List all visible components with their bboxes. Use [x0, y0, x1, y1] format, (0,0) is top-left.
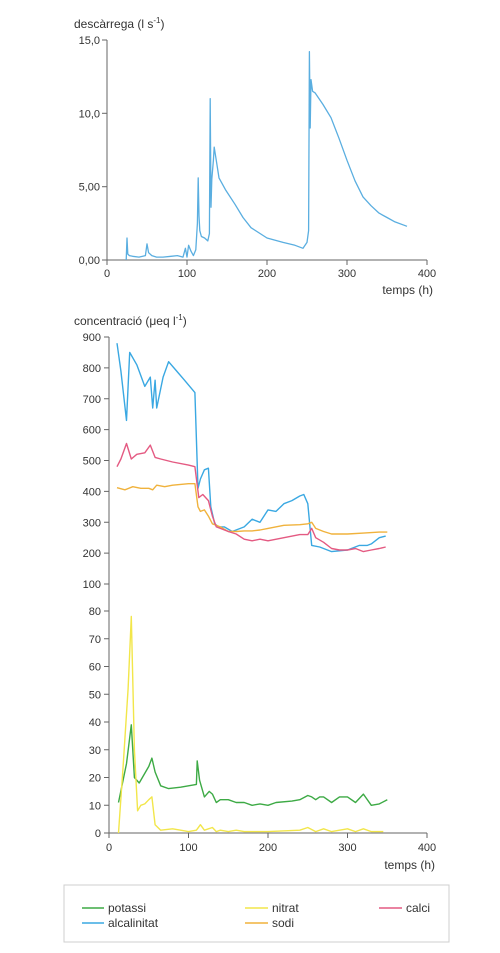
concentration-ytick: 200	[83, 548, 109, 560]
legend-label: nitrat	[272, 901, 299, 915]
concentration-xlabel: temps (h)	[384, 858, 435, 872]
concentration-ytick: 80	[89, 606, 109, 618]
concentration-ytick: 800	[83, 363, 109, 375]
concentration-ytick-label: 70	[89, 634, 101, 646]
legend-item-alcalinitat: alcalinitat	[82, 916, 159, 930]
discharge-ylabel-sup: -1	[153, 16, 161, 25]
concentration-ytick: 400	[83, 486, 109, 498]
discharge-ytick-label: 5,00	[79, 182, 100, 194]
concentration-ytick-label: 200	[83, 548, 101, 560]
concentration-ytick: 500	[83, 456, 109, 468]
concentration-ytick: 40	[89, 717, 109, 729]
discharge-ytick-label: 10,0	[79, 108, 100, 120]
discharge-ytick: 15,0	[79, 35, 107, 47]
concentration-ytick: 20	[89, 773, 109, 785]
concentration-ylabel-sup: -1	[176, 313, 184, 322]
concentration-xtick-label: 300	[338, 842, 356, 854]
discharge-xtick: 400	[418, 260, 436, 280]
discharge-xtick: 100	[178, 260, 196, 280]
concentration-chart: concentració (μeq l-1) 0 10 20 30 40 50 60 70 80…	[74, 313, 436, 872]
concentration-ytick: 100	[83, 579, 109, 591]
concentration-ytick: 50	[89, 689, 109, 701]
legend-box	[63, 884, 450, 943]
discharge-xtick: 200	[258, 260, 276, 280]
concentration-xtick: 300	[338, 833, 357, 854]
concentration-xtick: 0	[106, 833, 112, 854]
concentration-xtick-label: 400	[418, 842, 436, 854]
discharge-ylabel-end: )	[161, 17, 165, 31]
concentration-ytick-label: 600	[83, 425, 101, 437]
concentration-xtick-label: 100	[179, 842, 197, 854]
concentration-ytick-label: 10	[89, 800, 101, 812]
concentration-ytick: 600	[83, 425, 109, 437]
concentration-xtick: 200	[259, 833, 277, 854]
concentration-ytick: 10	[89, 800, 109, 812]
concentration-ytick-label: 900	[83, 332, 101, 344]
concentration-ytick-label: 100	[83, 579, 101, 591]
concentration-ytick: 60	[89, 662, 109, 674]
concentration-ytick-label: 30	[89, 745, 101, 757]
discharge-xtick-label: 200	[258, 268, 276, 280]
discharge-xtick-label: 300	[338, 268, 356, 280]
legend-item-sodi: sodi	[245, 916, 294, 930]
concentration-ytick-label: 500	[83, 456, 101, 468]
concentration-y-ticks: 0 10 20 30 40 50 60 70 80 100 200 300 400 500 600 700 80…	[83, 332, 109, 840]
legend-label: alcalinitat	[108, 916, 159, 930]
series-line-calci	[116, 442, 386, 553]
concentration-ytick-label: 60	[89, 662, 101, 674]
concentration-ytick-label: 80	[89, 606, 101, 618]
concentration-ytick: 300	[83, 517, 109, 529]
concentration-ytick: 30	[89, 745, 109, 757]
legend-item-nitrat: nitrat	[245, 901, 299, 915]
discharge-xtick: 0	[104, 260, 110, 280]
discharge-xlabel: temps (h)	[382, 283, 433, 297]
concentration-ytick: 0	[95, 828, 109, 840]
discharge-xtick-label: 400	[418, 268, 436, 280]
concentration-ytick-label: 40	[89, 717, 101, 729]
legend: potassi alcalinitat nitrat sodi calci	[63, 884, 450, 943]
concentration-xtick: 400	[418, 833, 436, 854]
concentration-ylabel-end: )	[183, 314, 187, 328]
discharge-xtick-label: 100	[178, 268, 196, 280]
concentration-ytick-label: 400	[83, 486, 101, 498]
concentration-ytick: 70	[89, 634, 109, 646]
concentration-xtick-label: 0	[106, 842, 112, 854]
concentration-ytick: 700	[83, 394, 109, 406]
concentration-ytick-label: 50	[89, 689, 101, 701]
series-line-discharge	[125, 51, 408, 261]
series-line-sodi	[116, 483, 388, 535]
discharge-ylabel: descàrrega (l s-1)	[74, 16, 165, 31]
discharge-ytick-label: 15,0	[79, 35, 100, 47]
legend-item-calci: calci	[379, 901, 430, 915]
legend-label: calci	[406, 901, 430, 915]
discharge-ytick: 0,00	[79, 255, 107, 267]
concentration-ylabel: concentració (μeq l-1)	[74, 313, 187, 328]
concentration-series-group	[116, 343, 388, 834]
concentration-xtick: 100	[179, 833, 198, 854]
discharge-xtick: 300	[338, 260, 356, 280]
legend-item-potassi: potassi	[82, 901, 146, 915]
concentration-ytick-label: 0	[95, 828, 101, 840]
concentration-ytick-label: 300	[83, 517, 101, 529]
legend-label: sodi	[272, 916, 294, 930]
concentration-xtick-label: 200	[259, 842, 277, 854]
discharge-ylabel-main: descàrrega (l s	[74, 17, 153, 31]
discharge-ytick-label: 0,00	[79, 255, 100, 267]
discharge-ytick: 10,0	[79, 108, 107, 120]
discharge-xtick-label: 0	[104, 268, 110, 280]
discharge-chart: descàrrega (l s-1) 0,00 5,00 10,0 15,0 0…	[74, 16, 436, 297]
concentration-ytick: 900	[83, 332, 109, 344]
discharge-ytick: 5,00	[79, 182, 107, 194]
concentration-ytick-label: 20	[89, 773, 101, 785]
concentration-ylabel-main: concentració (μeq l	[74, 314, 176, 328]
series-line-alcalinitat	[116, 343, 386, 553]
concentration-ytick-label: 700	[83, 394, 101, 406]
concentration-ytick-label: 800	[83, 363, 101, 375]
series-line-potassi	[117, 724, 388, 806]
series-line-nitrat	[117, 615, 384, 834]
discharge-series-group	[125, 51, 408, 261]
legend-label: potassi	[108, 901, 146, 915]
